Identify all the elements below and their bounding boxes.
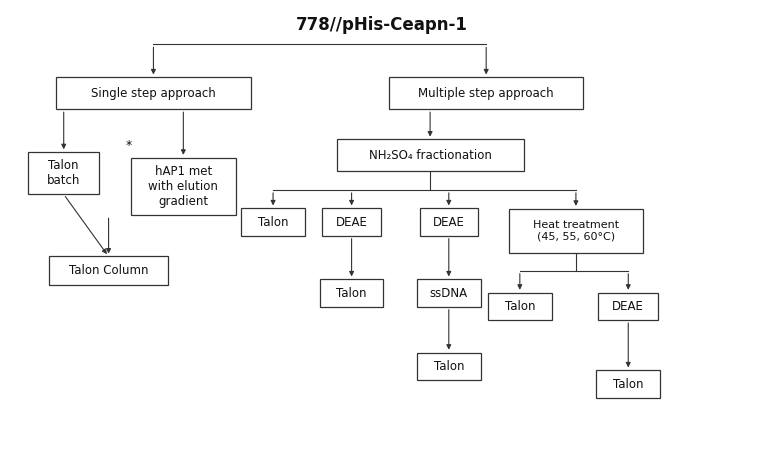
Text: DEAE: DEAE: [336, 216, 368, 229]
FancyBboxPatch shape: [420, 208, 478, 236]
Text: 778//pHis-Ceapn-1: 778//pHis-Ceapn-1: [295, 15, 468, 34]
FancyBboxPatch shape: [598, 293, 658, 320]
Text: Talon: Talon: [613, 378, 643, 390]
Text: ssDNA: ssDNA: [430, 287, 468, 299]
FancyBboxPatch shape: [323, 208, 381, 236]
FancyBboxPatch shape: [131, 158, 236, 216]
FancyBboxPatch shape: [417, 280, 481, 307]
FancyBboxPatch shape: [320, 280, 383, 307]
Text: Talon: Talon: [433, 360, 464, 373]
FancyBboxPatch shape: [417, 352, 481, 380]
Text: DEAE: DEAE: [613, 300, 644, 313]
FancyBboxPatch shape: [49, 256, 169, 285]
Text: *: *: [126, 139, 132, 152]
Text: Talon
batch: Talon batch: [47, 159, 80, 187]
Text: NH₂SO₄ fractionation: NH₂SO₄ fractionation: [369, 149, 491, 162]
FancyBboxPatch shape: [241, 208, 305, 236]
FancyBboxPatch shape: [28, 152, 99, 194]
Text: Multiple step approach: Multiple step approach: [418, 87, 554, 100]
Text: Heat treatment
(45, 55, 60°C): Heat treatment (45, 55, 60°C): [533, 220, 619, 242]
FancyBboxPatch shape: [509, 209, 643, 253]
FancyBboxPatch shape: [597, 371, 660, 398]
FancyBboxPatch shape: [56, 77, 250, 109]
FancyBboxPatch shape: [488, 293, 552, 320]
Text: Talon: Talon: [336, 287, 367, 299]
Text: Talon: Talon: [504, 300, 535, 313]
Text: hAP1 met
with elution
gradient: hAP1 met with elution gradient: [149, 165, 218, 208]
Text: Talon Column: Talon Column: [69, 265, 148, 277]
Text: DEAE: DEAE: [433, 216, 465, 229]
Text: Talon: Talon: [258, 216, 288, 229]
FancyBboxPatch shape: [389, 77, 584, 109]
Text: Single step approach: Single step approach: [91, 87, 216, 100]
FancyBboxPatch shape: [336, 140, 523, 171]
